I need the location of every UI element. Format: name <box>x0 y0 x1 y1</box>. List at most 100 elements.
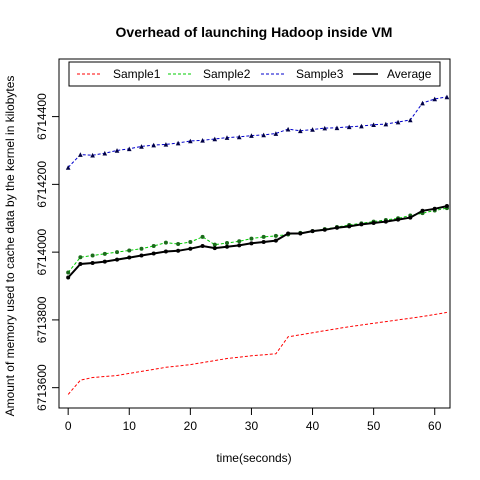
data-point-average <box>347 224 352 229</box>
y-tick-label: 6713600 <box>35 364 49 411</box>
series-sample3 <box>65 94 450 170</box>
legend-label-sample2: Sample2 <box>203 67 251 81</box>
data-point-average <box>420 208 425 213</box>
x-tick-label: 40 <box>306 419 320 433</box>
x-tick-label: 0 <box>65 419 72 433</box>
data-point-average <box>225 244 230 249</box>
data-point-average <box>396 217 401 222</box>
data-point-average <box>90 260 95 265</box>
data-point-sample3 <box>163 142 169 147</box>
data-point-sample3 <box>188 138 193 144</box>
data-point-sample3 <box>371 122 376 128</box>
data-point-average <box>139 253 144 258</box>
data-point-sample2 <box>249 236 254 241</box>
x-tick-label: 20 <box>184 419 198 433</box>
data-point-sample3 <box>114 148 120 153</box>
data-point-sample3 <box>334 125 340 131</box>
data-point-sample2 <box>139 246 144 251</box>
data-point-average <box>261 239 266 244</box>
data-point-average <box>66 275 71 280</box>
data-point-sample2 <box>151 244 156 249</box>
data-point-sample3 <box>444 94 450 100</box>
data-point-sample2 <box>273 233 278 238</box>
data-point-sample3 <box>102 150 108 156</box>
series-line-sample1 <box>67 311 447 395</box>
series-sample2 <box>66 206 449 275</box>
data-point-average <box>298 231 303 236</box>
data-point-sample2 <box>188 239 193 244</box>
legend-label-sample1: Sample1 <box>113 67 161 81</box>
series-layer <box>65 94 450 395</box>
legend-label-average: Average <box>387 67 432 81</box>
data-point-sample2 <box>176 242 181 247</box>
data-point-average <box>163 249 168 254</box>
data-point-sample2 <box>200 234 205 239</box>
x-tick-label: 10 <box>123 419 137 433</box>
data-point-average <box>383 219 388 224</box>
y-tick-label: 6713800 <box>35 296 49 343</box>
y-axis-label: Amount of memory used to cache data by t… <box>3 76 17 417</box>
y-tick-label: 6714400 <box>35 93 49 140</box>
data-point-sample3 <box>395 119 401 125</box>
data-point-sample3 <box>224 135 230 140</box>
y-tick-label: 6714200 <box>35 161 49 208</box>
data-point-sample2 <box>212 242 217 247</box>
y-axis: 6713600 6713800 6714000 6714200 6714400 <box>35 93 59 411</box>
data-point-average <box>286 231 291 236</box>
data-point-average <box>102 259 107 264</box>
data-point-sample3 <box>322 125 328 131</box>
data-point-sample3 <box>200 138 205 143</box>
data-point-average <box>212 246 217 251</box>
data-point-average <box>273 238 278 243</box>
data-point-sample3 <box>236 134 242 140</box>
data-point-sample3 <box>359 123 364 129</box>
data-point-sample3 <box>261 132 266 138</box>
data-point-sample2 <box>78 255 83 260</box>
data-point-average <box>200 244 205 249</box>
data-point-average <box>188 246 193 251</box>
x-tick-label: 50 <box>367 419 381 433</box>
data-point-average <box>237 243 242 248</box>
legend-box <box>68 61 441 87</box>
data-point-sample2 <box>163 240 168 245</box>
data-point-sample2 <box>90 253 95 258</box>
data-point-sample2 <box>261 234 266 239</box>
data-point-average <box>444 204 449 209</box>
data-point-average <box>322 227 327 232</box>
data-point-sample2 <box>115 250 120 255</box>
data-point-sample3 <box>420 100 425 106</box>
x-axis-label: time(seconds) <box>216 451 291 465</box>
data-point-average <box>176 248 181 253</box>
data-point-sample3 <box>285 126 291 132</box>
data-point-sample3 <box>383 121 389 127</box>
data-point-sample3 <box>65 165 71 170</box>
data-point-average <box>249 241 254 246</box>
data-point-sample3 <box>346 124 352 130</box>
series-line-sample3 <box>67 96 447 168</box>
data-point-sample3 <box>90 152 95 158</box>
data-point-sample3 <box>126 146 132 152</box>
data-point-sample3 <box>212 136 218 142</box>
data-point-sample3 <box>78 152 83 157</box>
data-point-sample3 <box>310 127 315 132</box>
data-point-sample3 <box>298 128 303 134</box>
series-sample1 <box>67 311 447 395</box>
data-point-sample2 <box>127 248 132 253</box>
legend: Sample1 Sample2 Sample3 Average <box>68 61 441 87</box>
data-point-sample3 <box>273 131 279 136</box>
x-tick-label: 30 <box>245 419 259 433</box>
data-point-sample3 <box>432 96 438 102</box>
y-tick-label: 6714000 <box>35 228 49 275</box>
x-tick-label: 60 <box>428 419 442 433</box>
data-point-sample2 <box>102 251 107 256</box>
data-point-sample3 <box>175 140 181 146</box>
data-point-sample3 <box>407 117 413 123</box>
data-point-average <box>371 220 376 225</box>
data-point-average <box>432 206 437 211</box>
series-line-average <box>67 205 448 279</box>
data-point-sample2 <box>237 239 242 244</box>
data-point-sample3 <box>139 144 144 149</box>
data-point-sample3 <box>151 142 156 148</box>
series-average <box>66 204 449 280</box>
